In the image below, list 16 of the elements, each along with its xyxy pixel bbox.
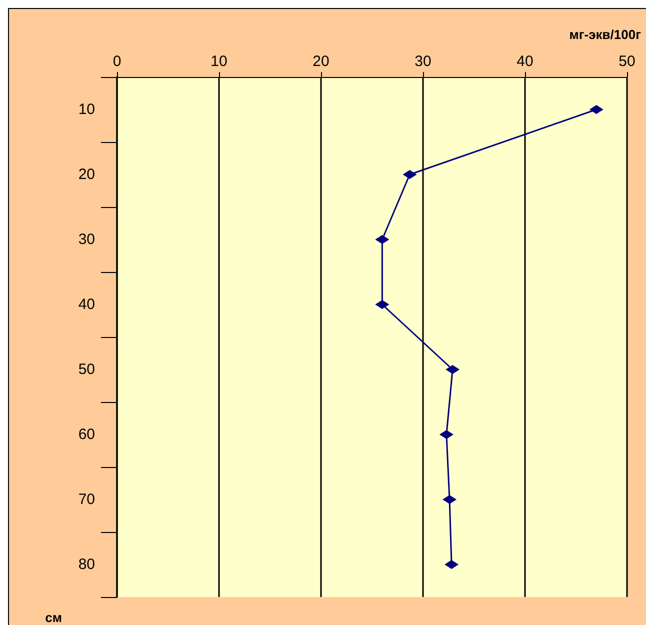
x-tick-label: 20 (312, 53, 330, 70)
y-tick-label: 50 (78, 361, 95, 378)
x-tick-label: 10 (210, 53, 228, 70)
x-tick-label: 40 (516, 53, 534, 70)
y-tick-label: 70 (78, 491, 95, 508)
y-axis-title: см (45, 610, 62, 625)
y-tick-label: 40 (78, 296, 95, 313)
y-tick-label: 60 (78, 426, 95, 443)
x-axis-title: мг-экв/100г (569, 27, 642, 42)
y-tick-label: 20 (78, 166, 95, 183)
x-tick-label: 0 (112, 53, 122, 70)
y-tick-label: 10 (78, 101, 95, 118)
y-tick-label: 80 (78, 556, 95, 573)
y-tick-label: 30 (78, 231, 95, 248)
x-tick-label: 30 (414, 53, 432, 70)
x-tick-label: 50 (618, 53, 636, 70)
